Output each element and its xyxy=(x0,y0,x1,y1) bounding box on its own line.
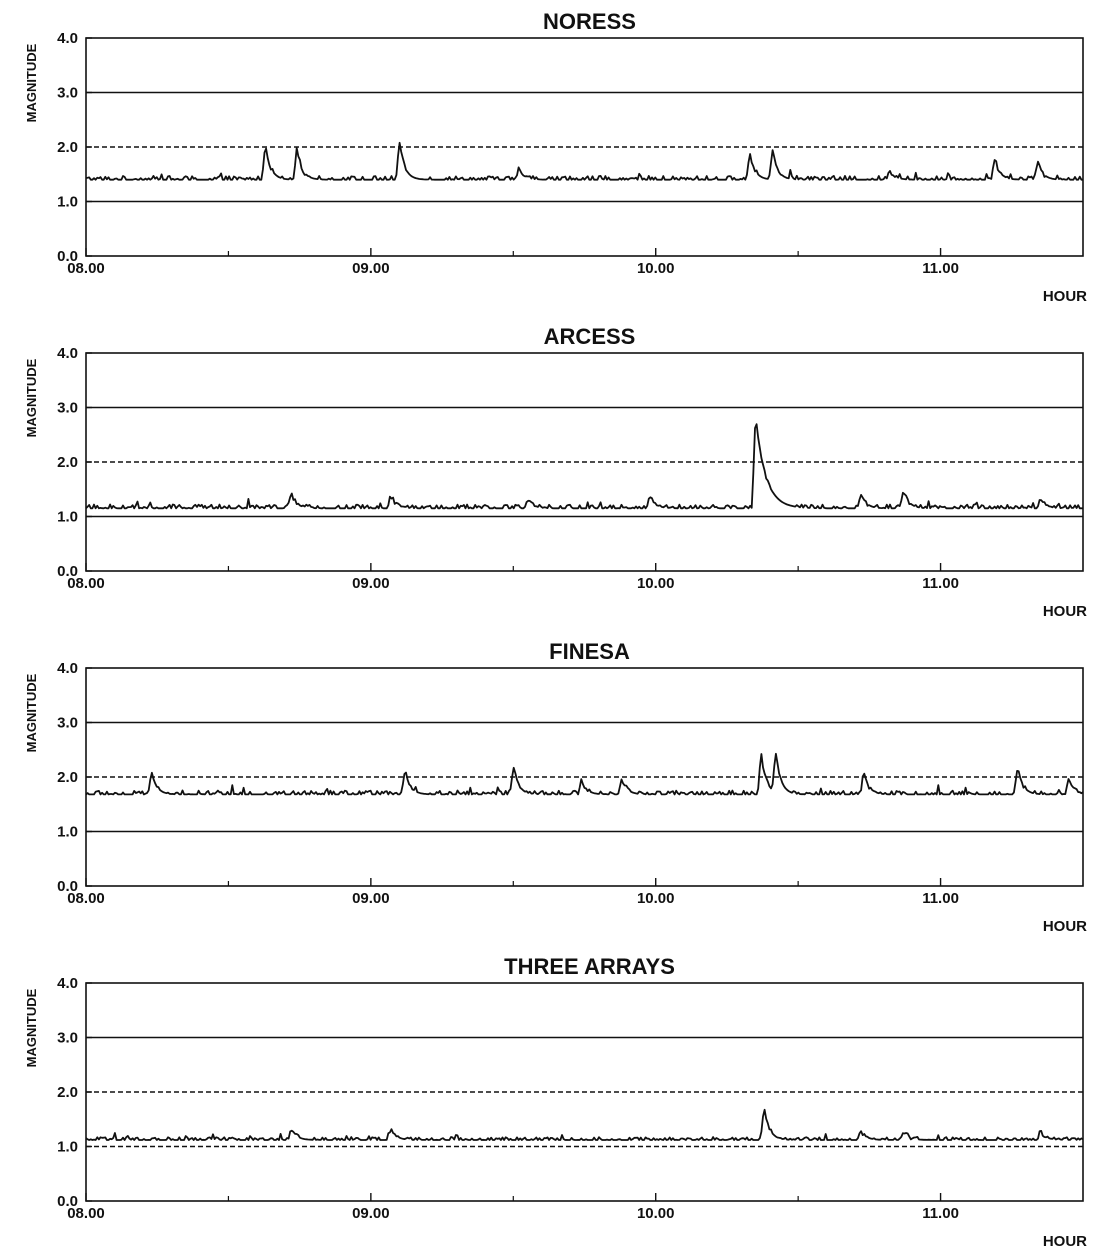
y-tick-label: 1.0 xyxy=(57,509,78,526)
x-axis-label: HOUR xyxy=(1043,288,1087,305)
y-tick-label: 2.0 xyxy=(57,769,78,786)
y-tick-label: 4.0 xyxy=(57,975,78,992)
x-tick-label: 10.00 xyxy=(637,575,675,592)
y-tick-label: 2.0 xyxy=(57,139,78,156)
magnitude-series xyxy=(85,752,1084,796)
chart-panel-3: THREE ARRAYS MAGNITUDE 0.0 1.0 2.0 3.0 4.0 08.0… xyxy=(24,954,1087,1246)
chart-title: THREE ARRAYS xyxy=(504,954,675,979)
x-tick-label: 10.00 xyxy=(637,890,675,907)
x-tick-label: 11.00 xyxy=(922,575,959,592)
y-tick-label: 4.0 xyxy=(57,345,78,362)
y-tick-label: 0.0 xyxy=(57,878,78,895)
y-tick-label: 0.0 xyxy=(57,1193,78,1210)
x-tick-label: 09.00 xyxy=(352,260,390,277)
chart-panel-2: FINESA MAGNITUDE 0.0 1.0 2.0 3.0 4.0 08.00 09.00… xyxy=(24,639,1087,935)
x-tick-label: 09.00 xyxy=(352,890,390,907)
x-tick-label: 08.00 xyxy=(67,1205,105,1222)
x-tick-label: 08.00 xyxy=(67,575,105,592)
y-tick-label: 4.0 xyxy=(57,30,78,47)
x-tick-label: 08.00 xyxy=(67,260,105,277)
x-tick-label: 09.00 xyxy=(352,575,390,592)
x-tick-label: 10.00 xyxy=(637,1205,675,1222)
chart-title: FINESA xyxy=(549,639,630,664)
x-tick-label: 10.00 xyxy=(637,260,675,277)
y-tick-label: 3.0 xyxy=(57,715,78,732)
y-tick-label: 1.0 xyxy=(57,1139,78,1156)
y-tick-label: 2.0 xyxy=(57,1084,78,1101)
y-axis-label: MAGNITUDE xyxy=(24,358,39,437)
x-axis-label: HOUR xyxy=(1043,603,1087,620)
y-tick-label: 1.0 xyxy=(57,194,78,211)
x-tick-label: 11.00 xyxy=(922,890,959,907)
magnitude-series xyxy=(85,423,1083,510)
y-axis-label: MAGNITUDE xyxy=(24,43,39,122)
y-axis-label: MAGNITUDE xyxy=(24,988,39,1067)
chart-panel-1: ARCESS MAGNITUDE 0.0 1.0 2.0 3.0 4.0 08.00 09.00… xyxy=(24,324,1087,620)
y-tick-label: 4.0 xyxy=(57,660,78,677)
chart-title: ARCESS xyxy=(544,324,636,349)
chart-title: NORESS xyxy=(543,9,636,34)
x-axis-label: HOUR xyxy=(1043,918,1087,935)
y-tick-label: 2.0 xyxy=(57,454,78,471)
y-tick-label: 3.0 xyxy=(57,400,78,417)
y-tick-label: 3.0 xyxy=(57,85,78,102)
magnitude-series xyxy=(85,141,1083,181)
magnitude-series xyxy=(85,1108,1084,1141)
x-axis-label: HOUR xyxy=(1043,1233,1087,1246)
x-tick-label: 11.00 xyxy=(922,260,959,277)
y-axis-label: MAGNITUDE xyxy=(24,673,39,752)
y-tick-label: 0.0 xyxy=(57,563,78,580)
y-tick-label: 1.0 xyxy=(57,824,78,841)
x-tick-label: 11.00 xyxy=(922,1205,959,1222)
x-tick-label: 08.00 xyxy=(67,890,105,907)
x-tick-label: 09.00 xyxy=(352,1205,390,1222)
y-tick-label: 3.0 xyxy=(57,1030,78,1047)
chart-panel-0: NORESS MAGNITUDE 0.0 1.0 2.0 3.0 4.0 08.00 09.00… xyxy=(24,9,1087,305)
y-tick-label: 0.0 xyxy=(57,248,78,265)
